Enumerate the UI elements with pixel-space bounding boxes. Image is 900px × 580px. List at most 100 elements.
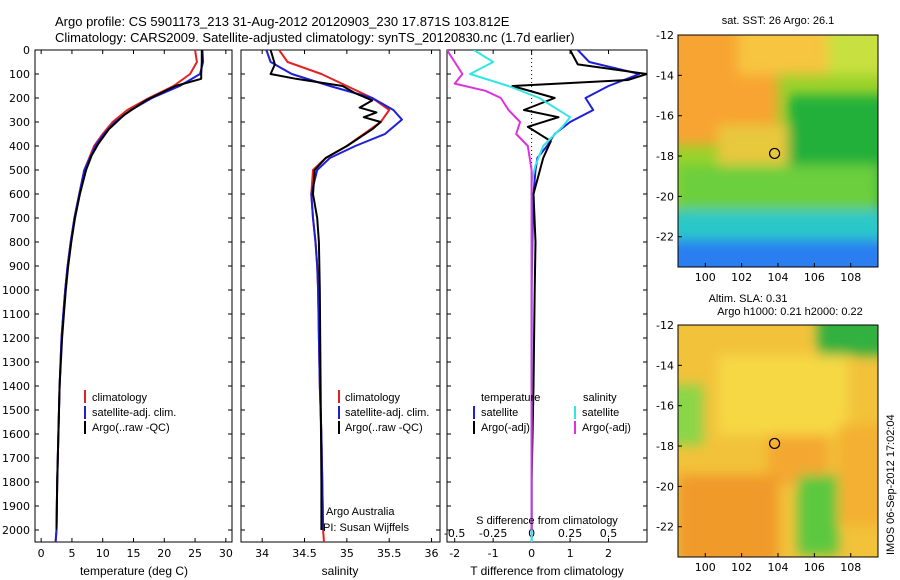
sla-region-green-ne (818, 325, 878, 355)
top-tick-label: 0.5 (600, 527, 618, 540)
difference-top-xlabel: S difference from climatology (476, 515, 618, 527)
header-line-2: Climatology: CARS2009. Satellite-adjuste… (55, 30, 575, 45)
x-tick-label: 2 (605, 547, 612, 560)
y-tick-label: 1300 (2, 356, 30, 369)
x-tick-label: 5 (68, 547, 75, 560)
sst-region-yellow-ne (828, 35, 878, 75)
x-tick-label: 34 (255, 547, 269, 560)
sst-region-warm-north (738, 35, 828, 75)
sla-region-orange-sw (678, 475, 778, 557)
series-line-temperature-argo-adj- (511, 50, 647, 530)
temperature-axes: 0100200300400500600700800900100011001200… (2, 44, 233, 560)
map-x-tick-label: 104 (768, 561, 789, 574)
x-tick-label: 30 (219, 547, 233, 560)
salinity-xlabel: salinity (322, 564, 359, 578)
sla-region-yellow (718, 355, 848, 435)
legend-label-climatology: climatology (345, 392, 401, 404)
sla-region-green-w (678, 385, 703, 445)
header-line-1: Argo profile: CS 5901173_213 31-Aug-2012… (55, 14, 510, 29)
x-tick-label: 20 (157, 547, 171, 560)
map-y-tick-label: -16 (656, 110, 674, 123)
legend-header-salinity: salinity (583, 392, 617, 404)
series-line-salinity-argo-adj- (447, 50, 533, 530)
map-x-tick-label: 100 (695, 271, 716, 284)
x-tick-label: 34.5 (292, 547, 317, 560)
x-tick-label: 25 (188, 547, 202, 560)
map-y-tick-label: -18 (656, 150, 674, 163)
legend-label-sal-argo: Argo(-adj) (582, 422, 631, 434)
sst-map-axes: 100 102 104 106 108 -12 -14 -16 -18 -20 -22 (656, 29, 861, 284)
x-tick-label: 15 (127, 547, 141, 560)
argo-location-marker (768, 147, 781, 160)
map-y-tick-label: -22 (656, 521, 674, 534)
y-tick-label: 2000 (2, 524, 30, 537)
credit-pi: PI: Susan Wijffels (323, 522, 409, 534)
map-x-tick-label: 102 (731, 561, 752, 574)
legend-label-climatology: climatology (92, 392, 148, 404)
series-line-argo-raw-qc- (269, 50, 382, 530)
salinity-plot-frame (240, 49, 441, 543)
map-y-tick-label: -16 (656, 400, 674, 413)
salinity-axes: 34 34.5 35 35.5 36 (241, 49, 440, 560)
y-tick-label: 700 (9, 212, 30, 225)
map-y-tick-label: -20 (656, 190, 674, 203)
map-x-tick-label: 106 (804, 271, 825, 284)
map-y-tick-label: -14 (656, 359, 674, 372)
top-tick-label: -0.25 (479, 527, 507, 540)
y-tick-label: 300 (9, 116, 30, 129)
x-tick-label: -2 (449, 547, 460, 560)
sla-map (678, 325, 878, 557)
difference-series (447, 50, 647, 542)
argo-location-marker (768, 437, 781, 450)
legend-label-sal-satellite: satellite (582, 407, 619, 419)
difference-plot-frame (446, 49, 648, 543)
salinity-series (265, 50, 403, 542)
sla-map-axes: 100 102 104 106 108 -12 -14 -16 -18 -20 -22 (656, 319, 861, 574)
legend-label-temp-satellite: satellite (481, 407, 518, 419)
temperature-series (54, 50, 205, 542)
y-tick-label: 1500 (2, 404, 30, 417)
sla-region-green-s (798, 475, 838, 555)
x-tick-label: 0 (528, 547, 535, 560)
difference-legend: temperature salinity satellite Argo(-adj… (473, 392, 631, 434)
map-y-tick-label: -12 (656, 29, 674, 42)
map-y-tick-label: -22 (656, 231, 674, 244)
legend-label-temp-argo: Argo(-adj) (481, 422, 530, 434)
map-y-tick-label: -12 (656, 319, 674, 332)
series-line-satellite-adj-clim- (54, 50, 205, 542)
top-tick-label: 0.25 (558, 527, 583, 540)
legend-label-satellite-adj: satellite-adj. clim. (345, 407, 429, 419)
y-tick-label: 600 (9, 188, 30, 201)
series-line-temperature-satellite (530, 50, 641, 542)
temperature-legend: climatology satellite-adj. clim. Argo(..… (84, 390, 176, 434)
sla-region-orange-se (838, 425, 878, 525)
y-tick-label: 1700 (2, 452, 30, 465)
x-tick-label: 0 (38, 547, 45, 560)
x-tick-label: 35.5 (377, 547, 402, 560)
y-tick-label: 1400 (2, 380, 30, 393)
map-y-tick-label: -18 (656, 440, 674, 453)
y-tick-label: 1100 (2, 308, 30, 321)
y-tick-label: 200 (9, 92, 30, 105)
legend-label-argo: Argo(..raw -QC) (345, 422, 423, 434)
series-line-argo-raw-qc- (55, 50, 203, 531)
legend-label-satellite-adj: satellite-adj. clim. (92, 407, 176, 419)
difference-axes: -2 -1 0 1 2-0.5 -0.25 0 0.25 0.5 (444, 49, 647, 560)
y-tick-label: 900 (9, 260, 30, 273)
map-x-tick-label: 106 (804, 561, 825, 574)
y-tick-label: 0 (23, 44, 30, 57)
map-x-tick-label: 108 (840, 561, 861, 574)
temperature-xlabel: temperature (deg C) (80, 564, 188, 578)
salinity-legend: climatology satellite-adj. clim. Argo(..… (338, 390, 429, 434)
series-line-climatology (54, 50, 198, 542)
legend-header-temperature: temperature (481, 392, 540, 404)
map-x-tick-label: 102 (731, 271, 752, 284)
y-tick-label: 1600 (2, 428, 30, 441)
legend-label-argo: Argo(..raw -QC) (92, 422, 170, 434)
y-tick-label: 1900 (2, 500, 30, 513)
x-tick-label: 1 (567, 547, 574, 560)
map-x-tick-label: 104 (768, 271, 789, 284)
map-x-tick-label: 108 (840, 271, 861, 284)
y-tick-label: 100 (9, 68, 30, 81)
